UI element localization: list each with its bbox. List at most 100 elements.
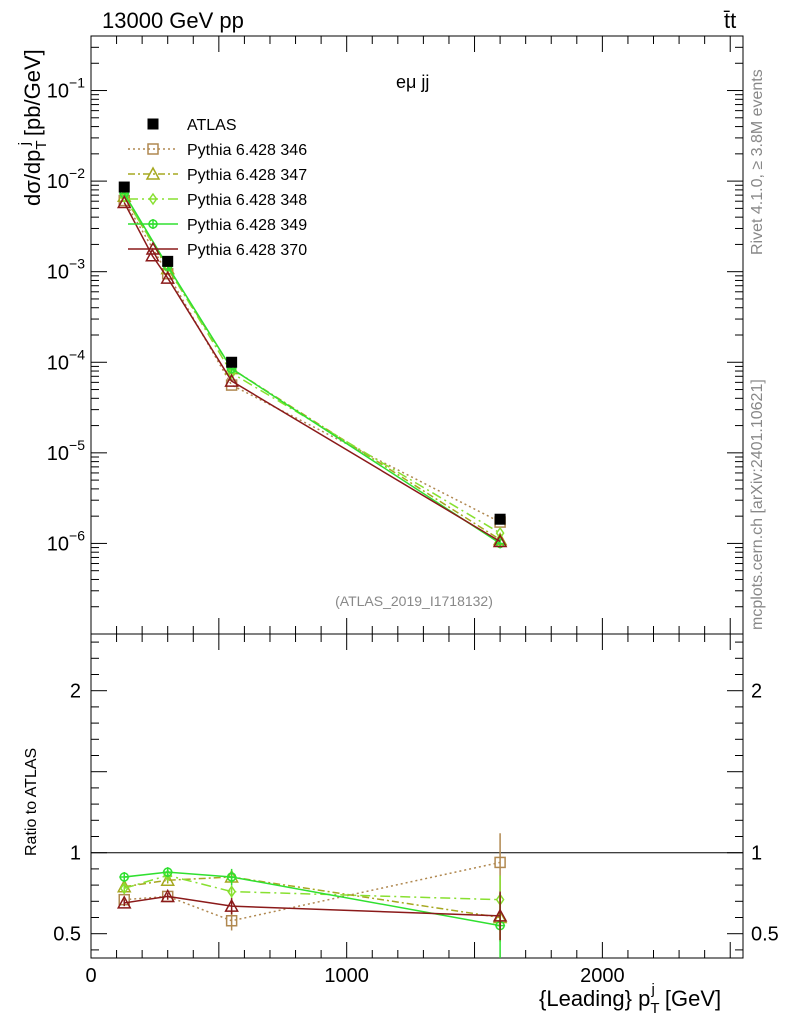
ratio-y-tick-label: 1 [70,843,81,865]
x-tick-label: 1000 [324,965,369,987]
series-line [123,202,501,543]
ratio-series [116,833,508,958]
ratio-marker [119,882,129,895]
series-2 [119,190,505,540]
series-line [123,193,501,545]
legend-entry-2: Pythia 6.428 348 [128,192,307,209]
ratio-y-tick-label: 2 [70,681,81,703]
ratio-y-tick-label-right: 1 [751,843,762,865]
series-1 [116,188,508,546]
ratio-y-tick-label-right: 0.5 [751,924,779,946]
y-tick-label: 10−1 [47,75,85,103]
ratio-line [124,871,501,927]
series-marker [119,190,129,204]
legend: ATLAS Pythia 6.428 346 Pythia 6.428 347 Pyt… [128,117,307,259]
data-points [118,181,506,525]
y-tick-label-exp: −5 [69,437,85,453]
y-tick-label: 10−5 [47,437,85,465]
data-point [494,513,506,525]
series-line [123,200,501,523]
legend-marker [145,241,161,255]
legend-entry-1: Pythia 6.428 347 [128,166,307,184]
ratio-line [124,861,501,922]
ratio-line [124,895,501,917]
series-marker [145,248,160,262]
ratio-marker [225,914,238,927]
ratio-y-tick-label: 0.5 [53,924,81,946]
energy-label: 13000 GeV pp [102,8,244,33]
legend-entry-atlas: ATLAS [147,117,237,134]
y-tick-label: 10−3 [47,256,85,284]
ratio-series-1 [116,869,508,942]
y-tick-label-exp: −1 [69,75,85,91]
data-point [162,255,174,267]
legend-entry-4: Pythia 6.428 370 [128,241,307,259]
legend-label: ATLAS [187,117,237,134]
ratio-marker [227,885,237,898]
y-tick-label-exp: −2 [69,165,85,181]
y-tick-label-base: 10 [47,81,69,103]
ratio-marker [163,869,173,882]
legend-marker [148,192,158,206]
y-axis-label: dσ/dpTj [pb/GeV] [16,49,50,206]
y-tick-label-exp: −3 [69,256,85,272]
y-tick-label-base: 10 [47,262,69,284]
y-label-sub: T [33,140,50,149]
legend-label: Pythia 6.428 370 [187,242,307,259]
x-axis-label: {Leading} pTj [GeV] [539,981,721,1017]
ratio-line [124,874,501,901]
series-marker [495,526,505,540]
y-tick-label: 10−2 [47,165,85,193]
series-marker [224,373,239,387]
legend-marker [145,166,161,180]
y-tick-label-exp: −4 [69,346,85,362]
ratio-series-4 [116,888,508,941]
legend-marker [147,143,159,155]
ratio-marker [492,908,508,922]
ratio-series-3 [119,867,506,958]
y-tick-label: 10−4 [47,346,85,374]
series-marker [116,194,132,209]
ratio-y-tick-label-right: 2 [751,681,762,703]
x-tick-label: 2000 [580,965,625,987]
y-tick-label-base: 10 [47,352,69,374]
y-tick-label-exp: −6 [69,527,85,543]
ratio-marker [160,872,175,886]
process-label: t̄t [724,8,736,33]
x-label-unit: [GeV] [665,986,721,1011]
ratio-marker [160,888,175,903]
legend-label: Pythia 6.428 349 [187,217,307,234]
ratio-marker [116,879,132,893]
x-tick-label: 0 [85,965,96,987]
series-0 [118,194,506,528]
x-label-sub: T [650,1000,659,1017]
x-label-sup: j [651,981,655,998]
series-marker [492,533,508,548]
data-point [226,356,238,368]
ratio-marker [224,898,239,912]
y-tick-label: 10−6 [47,527,85,555]
y-tick-label-base: 10 [47,443,69,465]
main-series [116,188,508,549]
chart-title: eμ jj [396,72,429,92]
y-tick-label-base: 10 [47,171,69,193]
series-4 [116,194,508,548]
ratio-panel-frame [90,633,744,959]
rivet-label: Rivet 4.1.0, ≥ 3.8M events [749,69,766,255]
y-label-sup: j [16,142,33,146]
analysis-id: (ATLAS_2019_I1718132) [335,593,493,609]
ratio-axes: 0 1000 2000 0.5 0.5 1 1 2 2 [53,634,779,987]
main-axes: 10−610−510−410−310−210−1 [47,35,743,635]
legend-label: Pythia 6.428 346 [187,142,307,159]
legend-entry-0: Pythia 6.428 346 [128,142,307,159]
y-tick-label-base: 10 [47,533,69,555]
data-point [118,181,130,193]
legend-entry-3: Pythia 6.428 349 [128,217,307,234]
series-line [123,195,501,541]
mcplots-label: mcplots.cern.ch [arXiv:2401.10621] [749,379,766,630]
series-line [123,196,501,534]
y-label-unit: [pb/GeV] [20,49,45,136]
x-label-main: {Leading} p [539,986,650,1011]
y-label-main: dσ/dp [20,150,45,206]
